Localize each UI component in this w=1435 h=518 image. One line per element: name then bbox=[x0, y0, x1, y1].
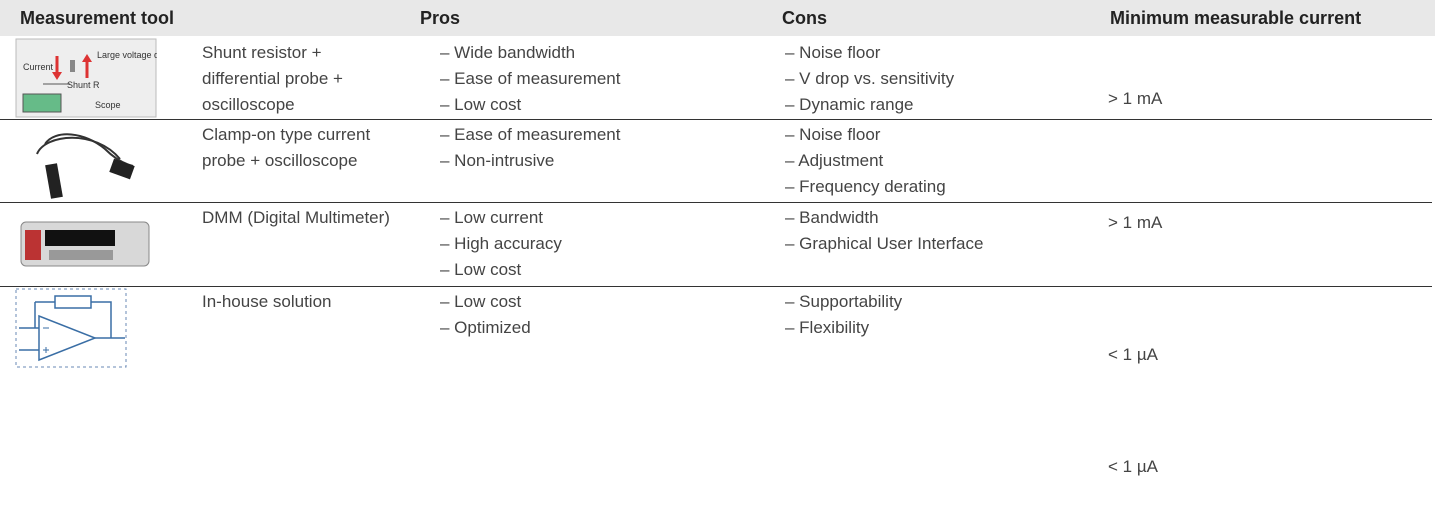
icon-label: Current bbox=[23, 62, 54, 72]
pro-item: – Non-intrusive bbox=[440, 151, 555, 170]
row-divider bbox=[0, 119, 1432, 120]
tool-name: DMM (Digital Multimeter) bbox=[202, 208, 390, 227]
pro-item: – Low cost bbox=[440, 95, 522, 114]
con-item: – Supportability bbox=[785, 292, 903, 311]
row-divider bbox=[0, 286, 1432, 287]
row-divider bbox=[0, 202, 1432, 203]
con-item: – Flexibility bbox=[785, 318, 870, 337]
con-item: – Noise floor bbox=[785, 125, 881, 144]
tool-name: Clamp-on type current probe + oscillosco… bbox=[202, 125, 371, 170]
pro-item: – Low current bbox=[440, 208, 543, 227]
icon-label: Shunt R bbox=[67, 80, 100, 90]
con-item: – Frequency derating bbox=[785, 177, 946, 196]
header-cell: Pros bbox=[420, 8, 461, 28]
con-item: – V drop vs. sensitivity bbox=[785, 69, 955, 88]
min-current: < 1 µA bbox=[1108, 345, 1158, 364]
icon-label: Scope bbox=[95, 100, 121, 110]
header-cell: Cons bbox=[782, 8, 827, 28]
pro-item: – High accuracy bbox=[440, 234, 562, 253]
clamp-probe-icon bbox=[36, 133, 135, 199]
pro-item: – Ease of measurement bbox=[440, 69, 621, 88]
pro-item: – Low cost bbox=[440, 260, 522, 279]
icon-label: Large voltage drop bbox=[97, 50, 157, 60]
pro-item: – Low cost bbox=[440, 292, 522, 311]
tool-name: Shunt resistor + differential probe + os… bbox=[202, 43, 343, 114]
tool-name: In-house solution bbox=[202, 292, 332, 311]
con-item: – Graphical User Interface bbox=[785, 234, 984, 253]
con-item: – Bandwidth bbox=[785, 208, 879, 227]
dmm-icon bbox=[20, 221, 150, 267]
circuit-icon bbox=[15, 288, 127, 368]
min-current: < 1 µA bbox=[1108, 457, 1158, 476]
pro-item: – Ease of measurement bbox=[440, 125, 621, 144]
shunt-icon: Current Large voltage drop Shunt R Scope bbox=[15, 38, 157, 118]
header-cell: Minimum measurable current bbox=[1110, 8, 1362, 28]
header-row bbox=[0, 0, 1435, 36]
con-item: – Noise floor bbox=[785, 43, 881, 62]
con-item: – Adjustment bbox=[785, 151, 884, 170]
min-current: > 1 mA bbox=[1108, 213, 1163, 232]
min-current: > 1 mA bbox=[1108, 89, 1163, 108]
header-cell: Measurement tool bbox=[20, 8, 175, 28]
con-item: – Dynamic range bbox=[785, 95, 914, 114]
pro-item: – Wide bandwidth bbox=[440, 43, 576, 62]
pro-item: – Optimized bbox=[440, 318, 531, 337]
